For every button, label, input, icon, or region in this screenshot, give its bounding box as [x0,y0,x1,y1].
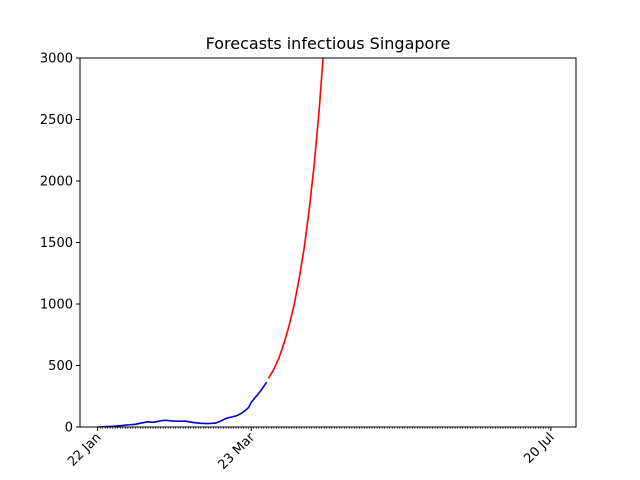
y-tick-label: 2500 [40,113,73,128]
x-axis: 22 Jan 23 Mar 20 Jul [65,427,558,473]
plot-area [80,58,576,427]
plot-frame [79,57,577,428]
y-tick-label: 3000 [40,52,73,67]
x-tick-label: 22 Jan [65,430,104,469]
y-tick-label: 500 [48,359,73,374]
y-tick-label: 0 [65,421,73,436]
x-tick-label: 23 Mar [215,430,258,473]
y-tick-label: 1500 [40,236,73,251]
y-tick-label: 2000 [40,175,73,190]
series-line-observed [96,381,268,427]
series-layer [96,58,324,427]
series-line-forecast [268,58,324,379]
x-tick-label: 20 Jul [521,430,557,466]
y-axis: 0 500 1000 1500 2000 2500 3000 [40,52,80,436]
chart-title: Forecasts infectious Singapore [206,34,451,53]
y-tick-label: 1000 [40,298,73,313]
